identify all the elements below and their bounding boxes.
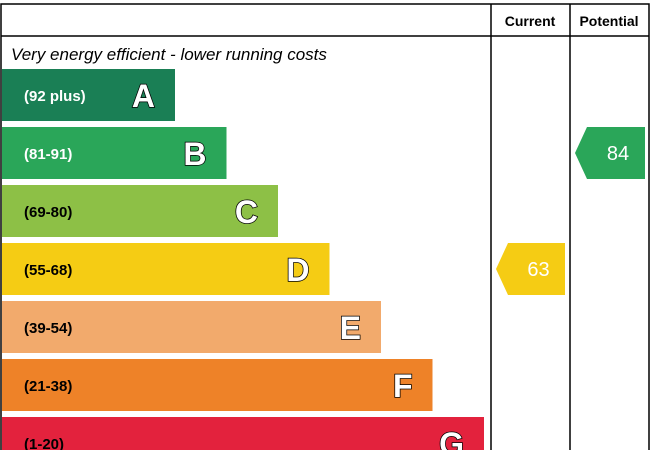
current-rating-value: 63 [527,259,549,281]
top-efficiency-label: Very energy efficient - lower running co… [11,45,327,64]
band-f-letter: F [393,368,413,404]
band-e-bar [2,301,381,353]
rating-bands: (92 plus) A (81-91) B (69-80) C (55-68) D (39-54… [2,69,484,450]
band-g-bar [2,417,484,450]
band-g-letter: G [439,426,464,450]
band-f-range-label: (21-38) [24,378,72,395]
band-b-range-label: (81-91) [24,146,72,163]
band-a-range-label: (92 plus) [24,88,86,105]
band-c-letter: C [235,194,258,230]
potential-rating-arrow [575,127,645,179]
potential-rating-value: 84 [607,143,629,165]
band-b-letter: B [183,136,206,172]
band-c-range-label: (69-80) [24,204,72,221]
band-a-bar [2,69,175,121]
band-c-bar [2,185,278,237]
chart-frame [0,3,650,450]
band-g-range-label: (1-20) [24,436,64,450]
band-e-range-label: (39-54) [24,320,72,337]
current-rating-arrow [496,243,565,295]
band-b-bar [2,127,227,179]
band-d-letter: D [286,252,309,288]
band-e-letter: E [340,310,361,346]
band-a-letter: A [132,78,155,114]
band-d-range-label: (55-68) [24,262,72,279]
potential-column-header: Potential [579,13,638,29]
band-d-bar [2,243,330,295]
band-f-bar [2,359,433,411]
rating-markers: 63 84 [496,127,645,295]
current-column-header: Current [505,13,556,29]
